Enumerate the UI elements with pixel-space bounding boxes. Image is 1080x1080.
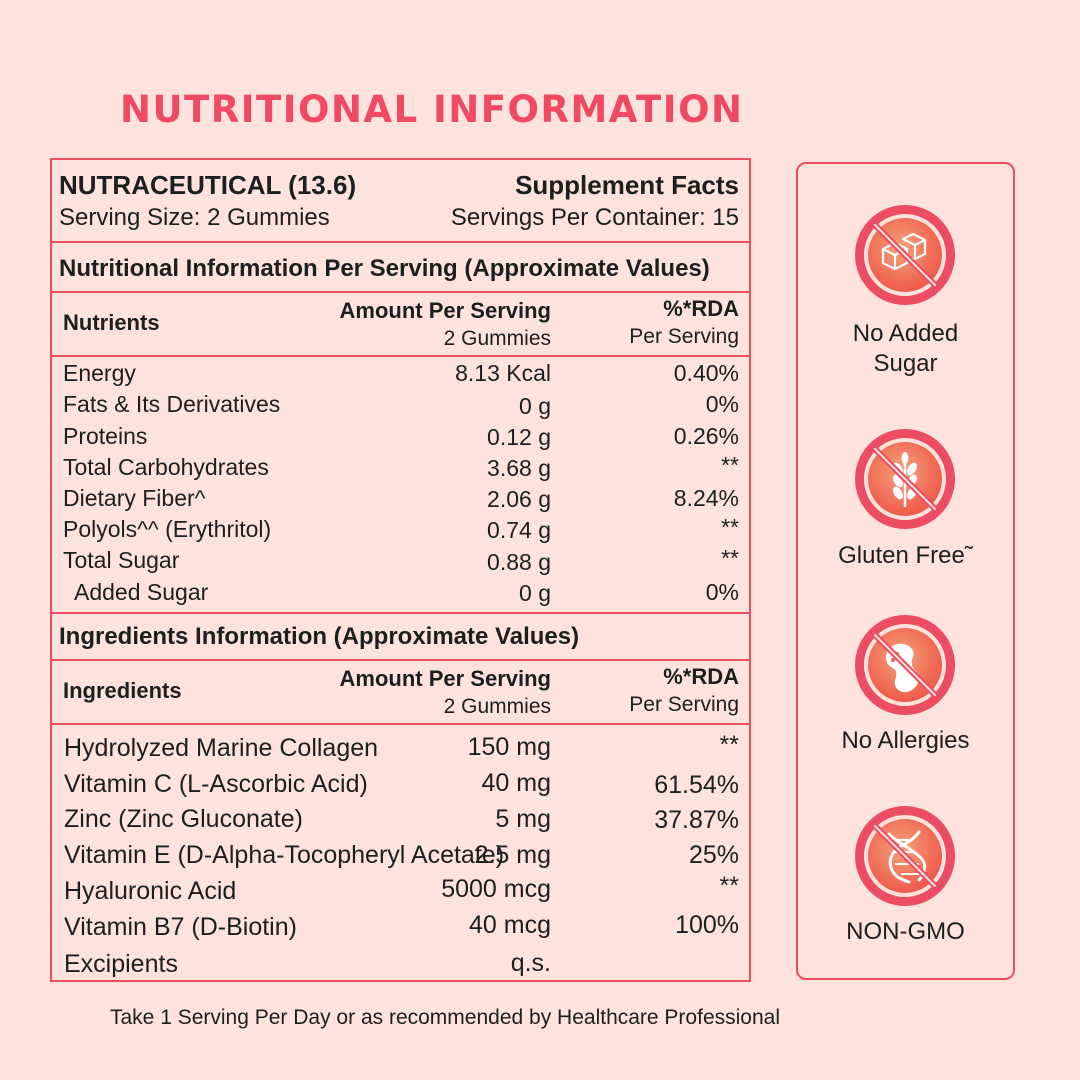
nutrient-name: Energy [63, 360, 136, 386]
footer-note: Take 1 Serving Per Day or as recommended… [110, 1006, 780, 1029]
rda-column-subheader: Per Serving [629, 693, 739, 716]
nutrient-rda: ** [721, 452, 739, 478]
amount-column-subheader: 2 Gummies [443, 695, 551, 718]
nutrient-amount: 3.68 g [487, 455, 551, 481]
badge-label: No Allergies [798, 726, 1013, 756]
ingredients-section-title: Ingredients Information (Approximate Val… [59, 623, 580, 650]
badge-label-line: Sugar [873, 350, 938, 377]
nutrient-name: Total Carbohydrates [63, 454, 269, 480]
ingredient-name: Hyaluronic Acid [64, 877, 237, 905]
ingredient-amount: 2.5 mg [474, 841, 551, 869]
nutrient-rda: 8.24% [673, 485, 739, 511]
divider [52, 723, 749, 725]
nutrient-amount: 0 g [519, 580, 551, 606]
amount-column-subheader: 2 Gummies [443, 327, 551, 350]
serving-size: Serving Size: 2 Gummies [59, 204, 330, 231]
ingredient-name: Excipients [64, 950, 178, 978]
ingredient-rda: 61.54% [654, 771, 739, 799]
ingredient-amount: 40 mcg [469, 911, 551, 939]
rda-column-header: %*RDA [663, 664, 739, 689]
ingredient-amount: 5 mg [495, 805, 551, 833]
peanut-icon [855, 615, 955, 715]
nutrient-rda: ** [721, 545, 739, 571]
nutrient-rda: 0% [705, 579, 739, 605]
nutrient-name: Proteins [63, 423, 148, 449]
ingredient-name: Zinc (Zinc Gluconate) [64, 805, 303, 833]
ingredient-rda: ** [719, 731, 739, 759]
badges-panel: No Added Sugar [796, 162, 1015, 980]
nutrient-rda: 0.40% [673, 360, 739, 386]
rda-column-subheader: Per Serving [629, 325, 739, 348]
divider [52, 355, 749, 357]
ingredient-name: Vitamin B7 (D-Biotin) [64, 913, 297, 941]
ingredient-name: Hydrolyzed Marine Collagen [64, 734, 379, 762]
nutrition-section-title: Nutritional Information Per Serving (App… [59, 255, 710, 282]
ingredient-rda: 100% [675, 911, 739, 939]
rda-column-header: %*RDA [663, 296, 739, 321]
ingredient-amount: 5000 mcg [441, 875, 551, 903]
badge-label-line: Gluten Free˜ [838, 542, 973, 569]
nutrient-name: Added Sugar [74, 579, 209, 605]
nutrient-name: Fats & Its Derivatives [63, 391, 281, 417]
ingredients-column-header: Ingredients [63, 678, 182, 703]
nutrients-column-header: Nutrients [63, 310, 160, 335]
amount-column-header: Amount Per Serving [339, 298, 551, 323]
wheat-icon [855, 429, 955, 529]
gluten-free-badge [853, 427, 957, 531]
divider [52, 612, 749, 614]
servings-per-container: Servings Per Container: 15 [450, 204, 739, 231]
nutrient-name: Total Sugar [63, 547, 180, 573]
ingredient-rda: 37.87% [654, 806, 739, 834]
no-added-sugar-badge [853, 203, 957, 307]
divider [52, 291, 749, 293]
ingredient-name: Vitamin C (L-Ascorbic Acid) [64, 770, 368, 798]
badge-label: Gluten Free˜ [798, 541, 1013, 571]
nutrition-facts-panel: NUTRACEUTICAL (13.6) Supplement Facts Se… [50, 158, 751, 982]
ingredient-rda: 25% [688, 841, 739, 869]
nutrient-rda: 0.26% [673, 423, 739, 449]
nutrient-amount: 0.74 g [487, 517, 551, 543]
dna-icon [855, 806, 955, 906]
badge-label-line: No Added [852, 320, 959, 347]
ingredient-amount: 150 mg [467, 733, 551, 761]
badge-label-line: NON-GMO [846, 918, 965, 945]
divider [52, 241, 749, 243]
nutrient-rda: 0% [705, 391, 739, 417]
badge-label-line: No Allergies [841, 727, 970, 754]
badge-label: NON-GMO [798, 917, 1013, 947]
nutrient-amount: 2.06 g [487, 486, 551, 512]
page-title: NUTRITIONAL INFORMATION [120, 88, 744, 131]
non-gmo-badge [853, 804, 957, 908]
ingredient-name: Vitamin E (D-Alpha-Tocopheryl Acetate) [64, 841, 505, 869]
supplement-facts-label: Supplement Facts [515, 170, 739, 200]
no-allergies-badge [853, 613, 957, 717]
ingredient-rda: ** [719, 872, 739, 900]
ingredient-amount: q.s. [510, 949, 551, 977]
nutrient-name: Polyols^^ (Erythritol) [63, 516, 272, 542]
ingredient-amount: 40 mg [481, 769, 551, 797]
amount-column-header: Amount Per Serving [339, 666, 551, 691]
badge-label: No Added Sugar [798, 319, 1013, 379]
nutrient-amount: 0.88 g [487, 549, 551, 575]
product-name: NUTRACEUTICAL (13.6) [59, 170, 357, 200]
nutrient-rda: ** [721, 514, 739, 540]
nutrient-amount: 0.12 g [487, 424, 551, 450]
sugar-cube-icon [855, 205, 955, 305]
nutrient-amount: 8.13 Kcal [455, 360, 551, 386]
divider [52, 659, 749, 661]
nutrient-amount: 0 g [519, 393, 551, 419]
nutrient-name: Dietary Fiber^ [63, 485, 206, 511]
